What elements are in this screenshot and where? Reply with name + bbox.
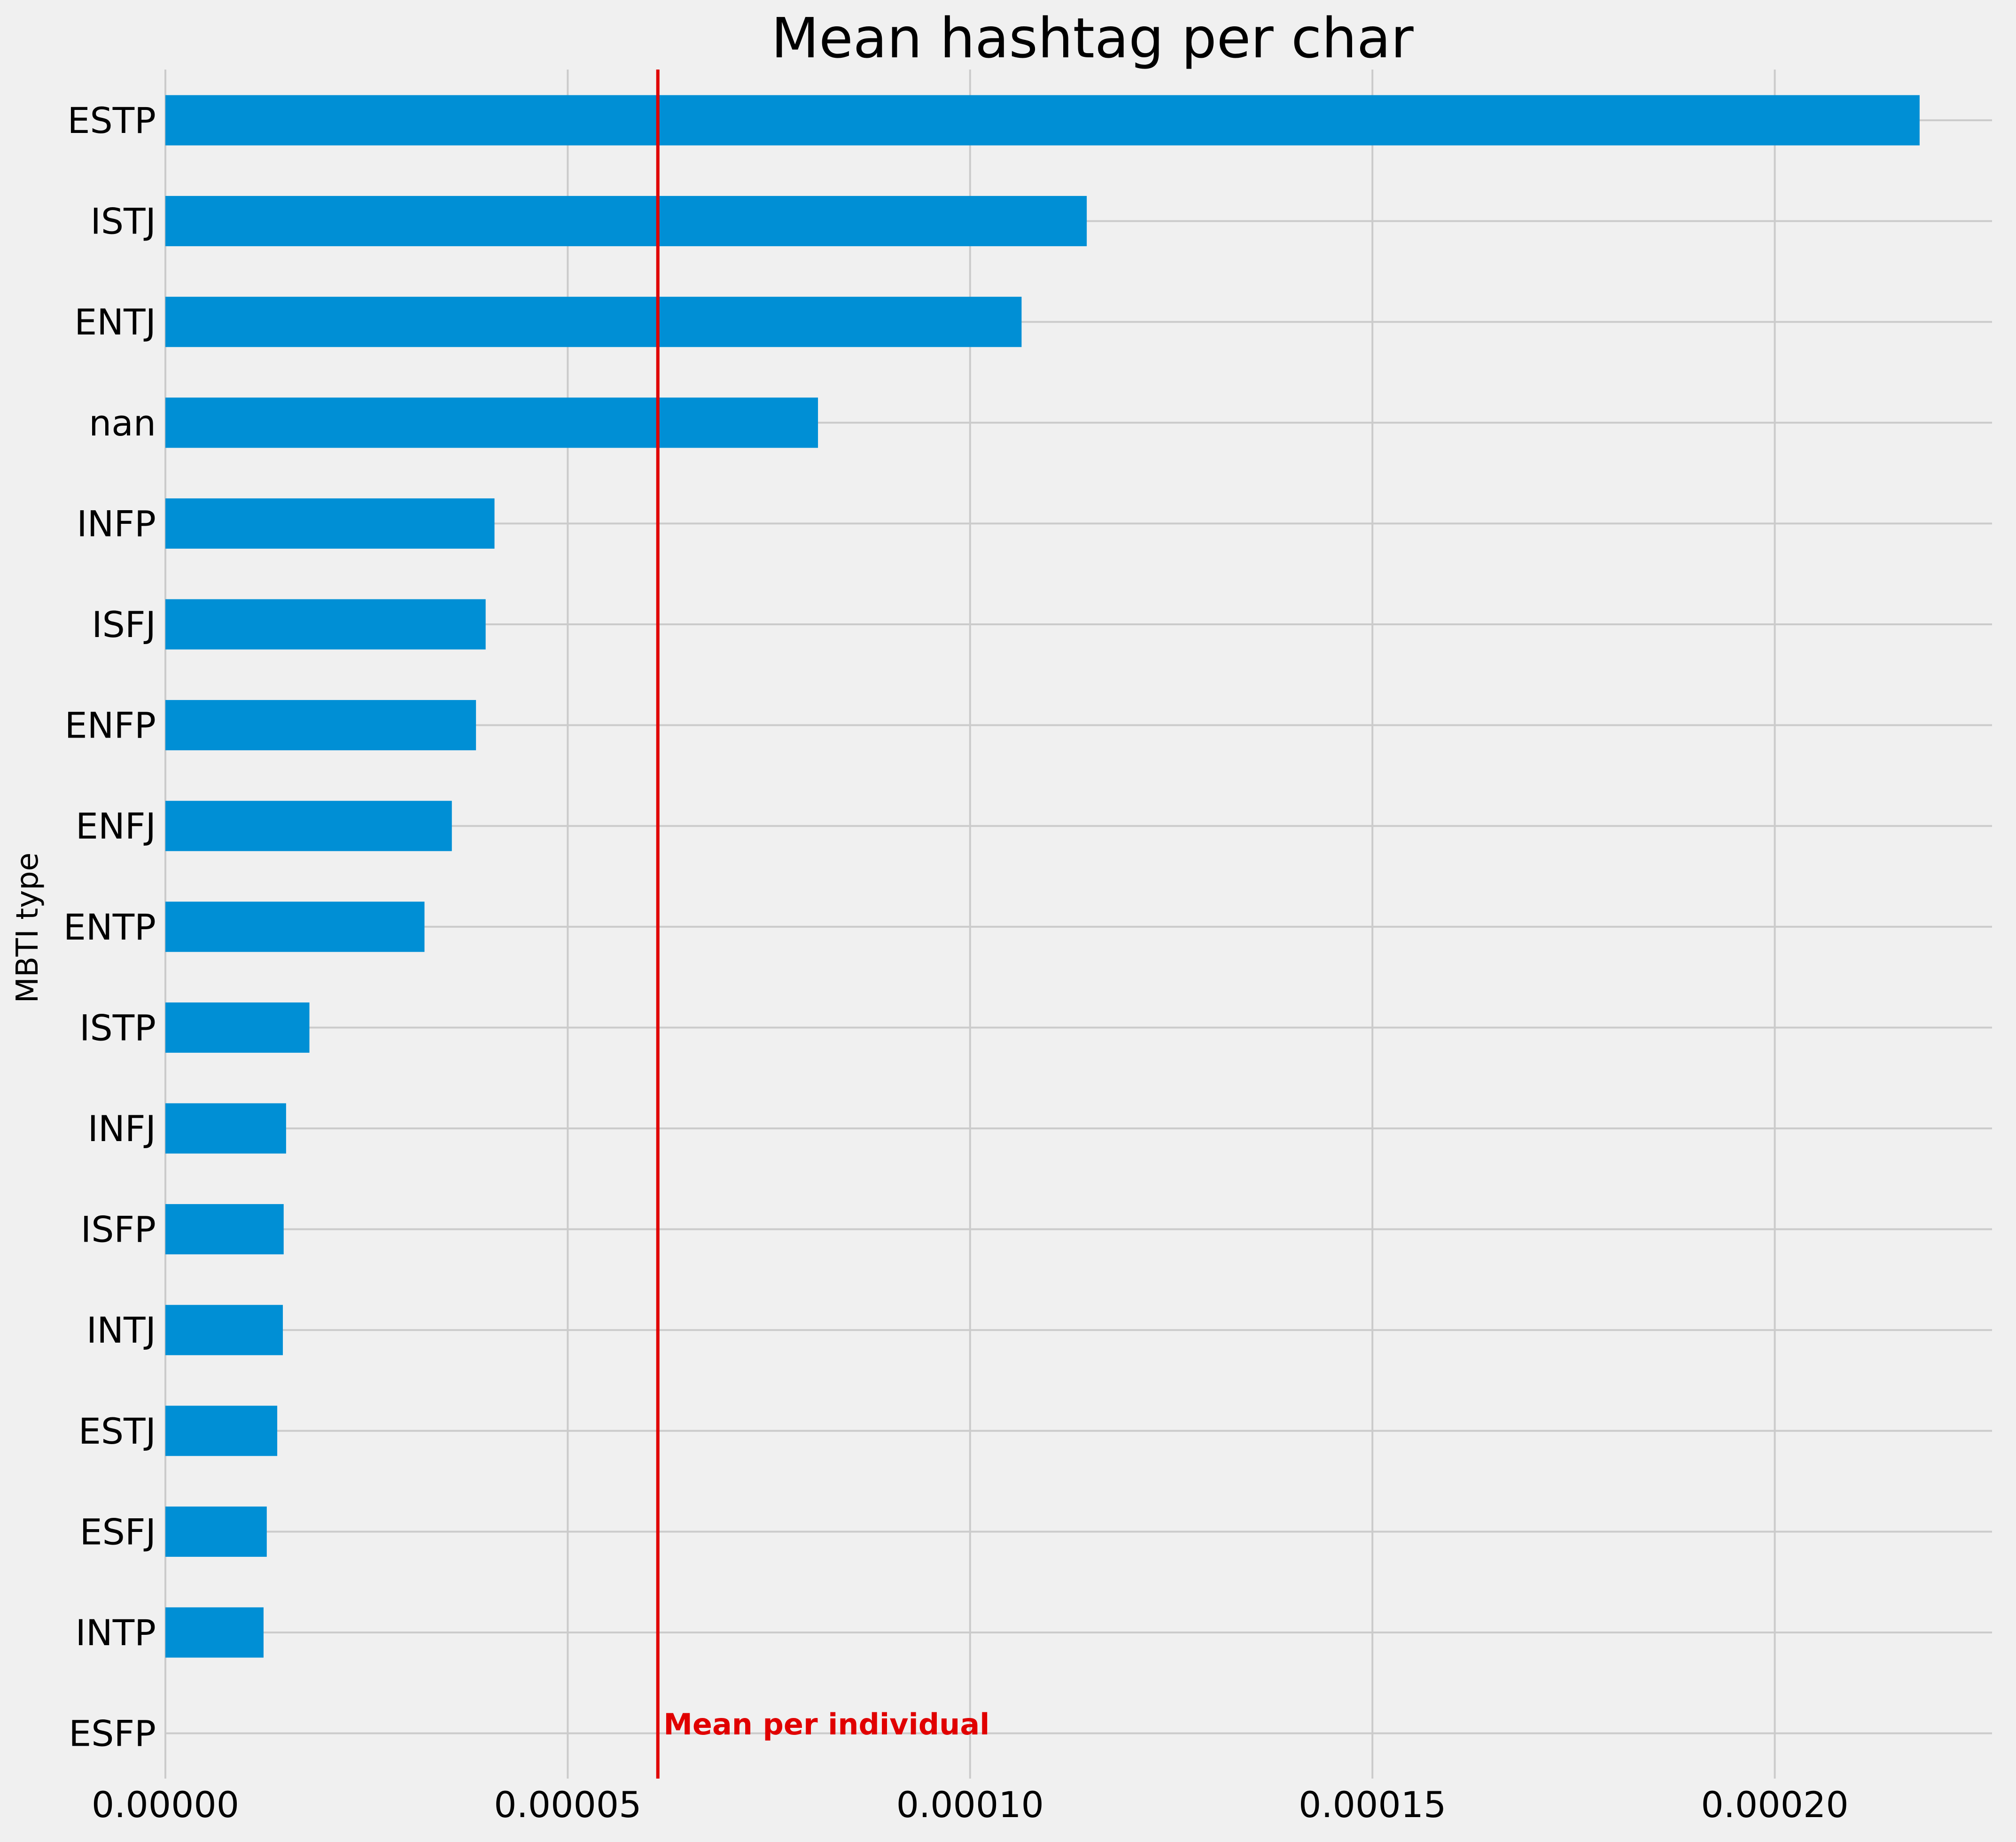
mean-reference-label: Mean per individual bbox=[663, 1707, 989, 1741]
chart-title: Mean hashtag per char bbox=[771, 6, 1414, 70]
bar-enfj bbox=[165, 801, 452, 851]
x-tick-label: 0.00000 bbox=[92, 1784, 239, 1826]
y-tick-label: ISTP bbox=[79, 1007, 156, 1049]
y-tick-label: ESFP bbox=[69, 1713, 156, 1755]
x-tick-labels: 0.00000 0.00005 0.00010 0.00015 0.00020 bbox=[92, 1784, 1849, 1826]
y-tick-label: ISFP bbox=[81, 1209, 156, 1251]
bar-isfp bbox=[165, 1204, 284, 1255]
y-tick-label: INFJ bbox=[88, 1108, 156, 1150]
y-tick-label: nan bbox=[89, 402, 156, 444]
bar-intp bbox=[165, 1607, 264, 1658]
x-tick-label: 0.00020 bbox=[1701, 1784, 1848, 1826]
bar-infj bbox=[165, 1103, 286, 1154]
y-tick-label: ISFJ bbox=[92, 604, 156, 645]
x-tick-label: 0.00005 bbox=[494, 1784, 641, 1826]
bar-nan bbox=[165, 397, 818, 448]
bar-infp bbox=[165, 498, 495, 549]
y-tick-label: ESFJ bbox=[80, 1511, 156, 1553]
bar-esfj bbox=[165, 1506, 267, 1557]
bar-intj bbox=[165, 1305, 283, 1355]
y-tick-labels: ESTP ISTJ ENTJ nan INFP ISFJ ENFP ENFJ ENTP ISTP I… bbox=[63, 100, 156, 1755]
bar-istp bbox=[165, 1002, 310, 1053]
y-tick-label: INFP bbox=[77, 503, 156, 544]
bars bbox=[165, 95, 1920, 1658]
x-tick-label: 0.00015 bbox=[1299, 1784, 1446, 1826]
x-tick-label: 0.00010 bbox=[896, 1784, 1044, 1826]
y-axis-label: MBTI type bbox=[10, 853, 45, 1003]
y-tick-label: INTP bbox=[75, 1612, 156, 1654]
bar-entp bbox=[165, 902, 425, 952]
bar-estp bbox=[165, 95, 1920, 146]
bar-istj bbox=[165, 196, 1087, 247]
y-tick-label: ESTJ bbox=[78, 1410, 156, 1452]
y-tick-label: ESTP bbox=[67, 100, 156, 141]
bar-isfj bbox=[165, 599, 486, 650]
y-tick-label: ENTP bbox=[63, 906, 156, 948]
y-tick-label: ISTJ bbox=[91, 201, 156, 242]
bar-enfp bbox=[165, 700, 476, 751]
y-tick-label: INTJ bbox=[86, 1309, 156, 1351]
y-tick-label: ENFP bbox=[65, 705, 156, 746]
reference-line-group: Mean per individual bbox=[656, 70, 989, 1779]
bar-estj bbox=[165, 1406, 278, 1456]
y-tick-label: ENTJ bbox=[74, 301, 156, 343]
y-tick-label: ENFJ bbox=[76, 805, 156, 847]
bar-entj bbox=[165, 296, 1022, 347]
